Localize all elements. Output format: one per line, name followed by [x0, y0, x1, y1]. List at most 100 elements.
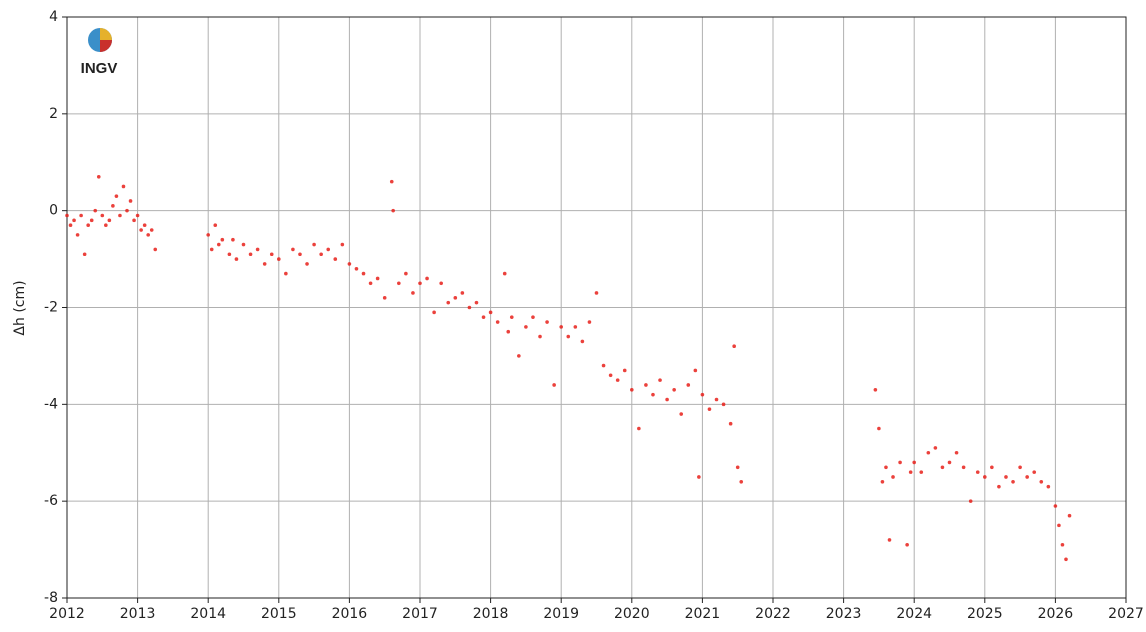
data-point — [887, 538, 892, 542]
data-point — [96, 174, 101, 179]
data-point — [538, 334, 542, 339]
y-tick-label: -2 — [44, 300, 58, 316]
x-tick-label: 2022 — [755, 606, 791, 622]
data-point — [919, 470, 924, 474]
data-point — [118, 213, 122, 218]
data-point — [1011, 480, 1015, 484]
data-point — [1032, 470, 1037, 474]
y-tick-label: 2 — [49, 106, 58, 122]
logo: INGV — [81, 28, 118, 77]
data-point — [135, 213, 140, 218]
x-tick-label: 2015 — [261, 606, 297, 622]
data-point — [947, 460, 952, 465]
data-point — [432, 310, 436, 315]
x-tick-label: 2013 — [120, 606, 156, 622]
data-point — [354, 266, 359, 271]
data-point — [89, 218, 94, 223]
data-point — [481, 315, 486, 319]
data-point — [700, 392, 705, 397]
logo-segment — [100, 28, 112, 40]
data-point — [209, 247, 214, 252]
data-point — [333, 257, 338, 261]
data-point — [93, 208, 98, 213]
y-tick-label: -6 — [44, 493, 58, 509]
data-point — [340, 242, 345, 247]
x-tick-label: 2017 — [402, 606, 438, 622]
data-point — [72, 218, 76, 223]
data-point — [1018, 465, 1022, 470]
data-point — [877, 426, 881, 431]
data-point — [1046, 484, 1051, 489]
data-point — [125, 208, 129, 213]
data-point — [397, 281, 401, 286]
data-point — [146, 233, 150, 237]
data-point — [391, 208, 395, 213]
data-point — [665, 397, 669, 402]
data-point — [418, 281, 422, 286]
data-point — [1004, 475, 1008, 479]
data-point — [121, 184, 126, 189]
data-point — [474, 300, 479, 305]
data-point — [375, 276, 380, 281]
data-point — [234, 257, 239, 261]
x-tick-label: 2023 — [826, 606, 862, 622]
data-point — [104, 223, 108, 227]
data-point — [898, 460, 902, 465]
data-point — [139, 228, 143, 232]
data-point — [68, 223, 73, 227]
data-point — [884, 465, 888, 470]
data-point — [545, 320, 549, 324]
data-point — [693, 368, 698, 373]
data-point — [905, 542, 909, 547]
data-point — [686, 383, 691, 387]
data-point — [488, 310, 493, 315]
data-point — [644, 383, 648, 387]
data-point — [739, 480, 744, 484]
data-point — [679, 412, 684, 416]
data-point — [630, 388, 634, 392]
data-point — [284, 271, 288, 276]
data-point — [149, 228, 154, 232]
data-point — [1053, 504, 1058, 508]
data-point — [580, 339, 585, 344]
data-point — [651, 392, 655, 397]
data-point — [912, 460, 916, 465]
data-point — [891, 475, 895, 479]
data-point — [368, 281, 373, 286]
x-tick-label: 2018 — [473, 606, 509, 622]
data-point — [255, 247, 260, 252]
plot-frame — [66, 16, 1127, 599]
data-point — [1057, 523, 1061, 528]
data-point — [467, 305, 472, 310]
data-point — [248, 252, 253, 257]
data-point — [506, 329, 511, 334]
data-point — [305, 262, 309, 266]
data-point — [298, 252, 302, 257]
data-point — [75, 233, 80, 237]
data-point — [460, 291, 465, 295]
data-point — [65, 213, 69, 218]
data-point — [552, 383, 556, 387]
x-tick-label: 2027 — [1108, 606, 1144, 622]
data-point — [114, 194, 119, 198]
x-tick-label: 2021 — [685, 606, 721, 622]
data-point — [100, 213, 105, 218]
data-point — [128, 199, 133, 203]
data-point — [707, 407, 712, 411]
data-point — [968, 499, 973, 503]
data-point — [601, 363, 606, 368]
y-tick-label: -4 — [44, 396, 58, 412]
x-tick-label: 2016 — [332, 606, 368, 622]
data-point — [453, 296, 458, 300]
data-point — [389, 179, 394, 184]
data-point — [735, 465, 740, 470]
data-point — [227, 252, 232, 257]
data-point — [714, 397, 719, 402]
data-point — [216, 242, 221, 247]
data-point — [82, 252, 87, 257]
data-point — [319, 252, 323, 257]
data-point — [206, 233, 210, 237]
data-point — [990, 465, 994, 470]
logo-text: INGV — [81, 60, 118, 77]
data-point — [132, 218, 136, 223]
